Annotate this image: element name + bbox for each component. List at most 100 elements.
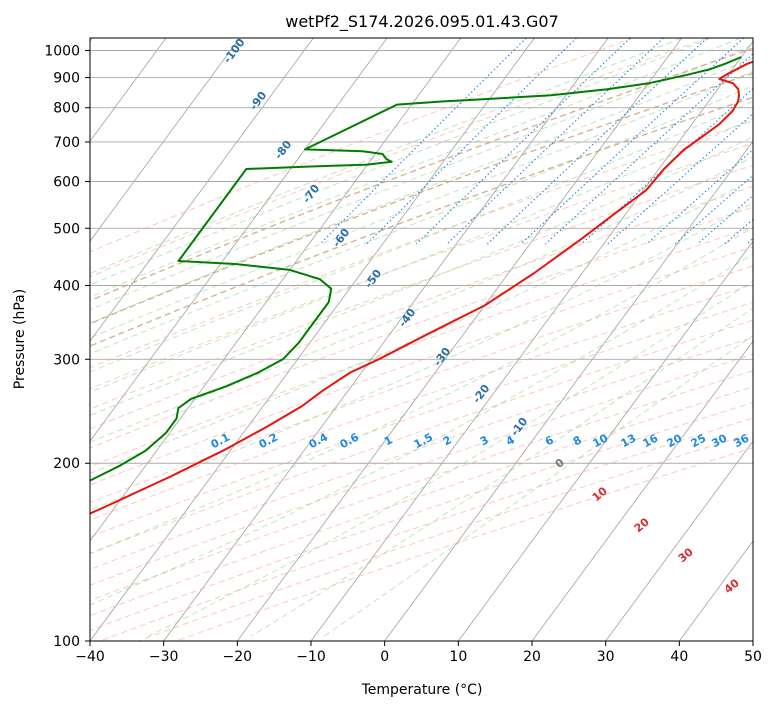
y-tick-label: 400 (53, 278, 80, 294)
isotherm-label: -50 (362, 267, 385, 291)
moist-adiabat (90, 44, 753, 311)
y-tick-label: 600 (53, 175, 80, 191)
isotherm-line (384, 140, 753, 641)
y-tick-label: 700 (53, 135, 80, 151)
moist-adiabat (90, 38, 682, 275)
x-tick-label: 40 (670, 649, 688, 665)
isotherm-line (90, 38, 314, 342)
dry-adiabat (90, 265, 753, 504)
mixing-ratio-lines (319, 38, 775, 245)
y-tick-label: 200 (53, 456, 80, 472)
isotherm-label: -80 (272, 138, 295, 162)
mixing-ratio-line (646, 148, 753, 245)
dry-adiabat (90, 302, 753, 538)
mixing-ratio-label: 25 (689, 432, 709, 451)
moist-adiabat (90, 70, 753, 339)
dry-adiabat (90, 206, 753, 449)
dry-adiabat (90, 185, 753, 430)
mixing-ratio-line (486, 38, 708, 245)
moist-adiabat (90, 117, 753, 393)
dry-adiabat (90, 283, 753, 521)
mixing-ratio-line (607, 112, 753, 245)
dewpoint-profile-line (90, 56, 742, 482)
dry-adiabat (176, 447, 753, 641)
dry-adiabat (90, 319, 753, 554)
mixing-ratio-label: 20 (665, 431, 685, 450)
mixing-ratio-line (520, 38, 745, 245)
mixing-ratio-line (415, 38, 631, 245)
isotherm-label: -30 (431, 345, 454, 369)
moist-adiabat-label: 20 (632, 515, 652, 535)
isotherm-line (605, 440, 753, 641)
dry-adiabat (90, 38, 709, 278)
isotherm-line (752, 640, 753, 641)
isotherm-line (90, 38, 241, 242)
mixing-ratio-line (746, 237, 753, 245)
isotherm-line (457, 240, 753, 641)
isotherm-label: -60 (330, 226, 353, 250)
y-tick-label: 500 (53, 221, 80, 237)
mixing-ratio-line (581, 87, 753, 245)
dry-adiabat (90, 336, 753, 571)
mixing-ratio-line (771, 38, 775, 244)
x-tick-label: −20 (223, 649, 253, 665)
isotherm-line (90, 38, 167, 142)
mixing-ratio-line (319, 38, 527, 245)
moist-adiabat-label: 10 (590, 484, 610, 504)
isotherm-line (90, 38, 462, 542)
mixing-ratio-line (674, 174, 753, 245)
x-tick-label: 30 (597, 649, 615, 665)
mixing-ratio-label: 36 (732, 431, 752, 450)
dry-adiabat (90, 164, 753, 410)
moist-adiabat (90, 57, 753, 324)
dry-adiabat (90, 226, 753, 468)
moist-adiabats (90, 38, 753, 637)
dry-adiabat (138, 432, 753, 641)
mixing-ratio-label: 13 (619, 432, 639, 451)
mixing-ratio-label: 0.6 (338, 430, 362, 451)
mixing-ratio-line (545, 53, 753, 245)
dry-adiabat (90, 246, 753, 486)
mixing-ratio-label: 0.2 (257, 431, 280, 452)
dry-adiabat (90, 386, 753, 617)
mixing-ratio-label: 8 (571, 433, 584, 448)
moist-adiabat (90, 156, 753, 443)
profile-series (90, 56, 753, 515)
isotherm-line (90, 38, 388, 442)
mixing-ratio-line (446, 38, 664, 245)
x-tick-label: −30 (149, 649, 179, 665)
dry-adiabat (90, 38, 634, 253)
dry-adiabat (100, 417, 753, 641)
y-tick-label: 800 (53, 101, 80, 117)
isotherm-label: -90 (247, 89, 270, 113)
moist-adiabat-label: 30 (676, 545, 696, 565)
mixing-ratio-label: 16 (641, 431, 661, 450)
moist-adiabat (90, 202, 753, 511)
moist-adiabat (90, 100, 753, 373)
grid (90, 38, 753, 641)
x-axis-label: Temperature (°C) (361, 682, 483, 698)
y-tick-label: 100 (53, 634, 80, 650)
y-tick-label: 300 (53, 352, 80, 368)
x-tick-label: 10 (449, 649, 467, 665)
mixing-ratio-label: 6 (543, 433, 556, 448)
x-tick-label: 20 (523, 649, 541, 665)
isotherm-label: -20 (470, 382, 493, 406)
mixing-ratio-label: 1.5 (412, 431, 435, 452)
moist-adiabat (90, 38, 741, 298)
x-tick-label: 50 (744, 649, 762, 665)
mixing-ratio-label: 1 (382, 433, 395, 448)
moist-adiabat (90, 253, 753, 606)
isotherm-line (90, 38, 535, 641)
mixing-ratio-label: 2 (441, 433, 454, 448)
moist-adiabat (324, 334, 753, 637)
isotherm-line (163, 38, 609, 641)
chart-title: wetPf2_S174.2026.095.01.43.G07 (285, 12, 559, 32)
moist-adiabat (90, 136, 753, 416)
plot-frame (89, 37, 754, 642)
dry-adiabat (90, 402, 753, 631)
axes: −40 −30 −20 −10 0 10 20 30 40 5010020030040050060… (44, 44, 762, 665)
y-tick-label: 1000 (44, 44, 80, 60)
y-axis-label: Pressure (hPa) (12, 289, 28, 389)
